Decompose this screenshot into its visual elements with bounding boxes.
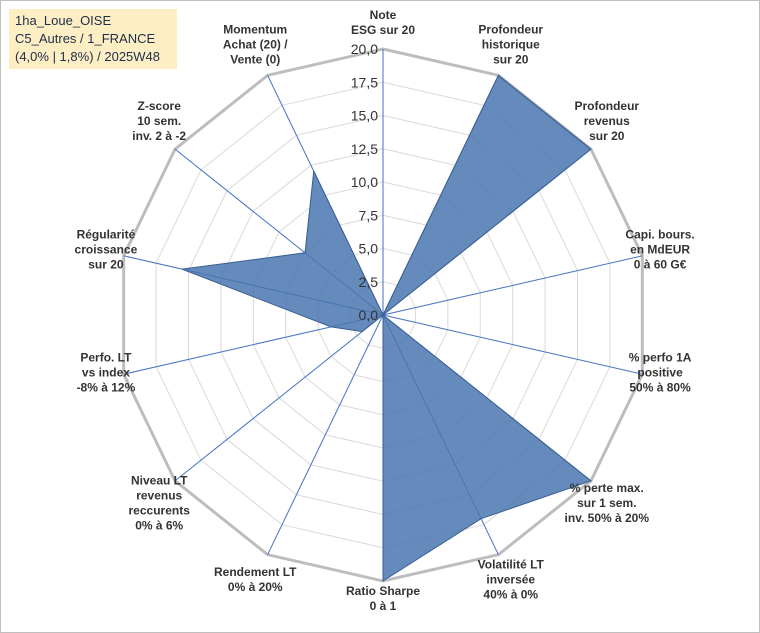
- axis-label: Capi. bours. en MdEUR 0 à 60 G€: [625, 228, 694, 272]
- axis-label-line: Note: [370, 8, 397, 22]
- axis-label-line: Niveau LT: [131, 474, 188, 488]
- series-area: [181, 74, 592, 582]
- axis-label-line: Profondeur: [574, 99, 639, 113]
- axis-label-line: % perfo 1A: [629, 350, 692, 364]
- axis-label-line: Rendement LT: [214, 565, 297, 579]
- axis-label-line: Volatilité LT: [478, 558, 545, 572]
- axis-label-line: 0% à 20%: [228, 580, 283, 594]
- axis-label: Profondeur revenus sur 20: [574, 99, 639, 143]
- title-line-3: (4,0% | 1,8%) / 2025W48: [15, 49, 161, 64]
- axis-label-line: Régularité: [77, 228, 136, 242]
- axis-label: Z-score 10 sem. inv. 2 à -2: [132, 99, 186, 143]
- axis-label-line: 0 à 1: [370, 599, 397, 613]
- axis-label-line: 0 à 60 G€: [634, 258, 687, 272]
- axis-label-line: 40% à 0%: [483, 588, 538, 602]
- tick-label: 17,5: [351, 74, 378, 90]
- axis-label: % perfo 1A positive 50% à 80%: [629, 350, 692, 394]
- axis-label-line: sur 20: [88, 258, 124, 272]
- axis-label-line: sur 20: [589, 129, 625, 143]
- tick-label: 5,0: [359, 241, 379, 257]
- tick-label: 2,5: [359, 274, 379, 290]
- axis-label: Régularité croissance sur 20: [75, 228, 138, 272]
- axis-label-line: 10 sem.: [137, 114, 181, 128]
- tick-label: 7,5: [359, 207, 379, 223]
- axis-label-line: en MdEUR: [630, 243, 690, 257]
- axis-spoke: [382, 255, 643, 316]
- axis-label: Momentum Achat (20) / Vente (0): [223, 22, 288, 66]
- axis-label: Volatilité LT inversée 40% à 0%: [478, 558, 545, 602]
- axis-label-line: Momentum: [223, 22, 287, 36]
- axis-label-line: Z-score: [138, 99, 182, 113]
- title-line-1: 1ha_Loue_OISE: [15, 13, 112, 28]
- tick-label: 10,0: [351, 174, 378, 190]
- axis-label-line: Capi. bours.: [625, 228, 694, 242]
- title-line-2: C5_Autres / 1_FRANCE: [15, 31, 156, 46]
- tick-label: 15,0: [351, 108, 378, 124]
- axis-label-line: -8% à 12%: [77, 380, 136, 394]
- axis-label: Niveau LT revenus reccurents 0% à 6%: [129, 474, 191, 533]
- axis-spoke: [267, 314, 384, 555]
- axis-label-line: sur 1 sem.: [577, 496, 636, 510]
- axis-label: % perte max. sur 1 sem. inv. 50% à 20%: [565, 481, 650, 525]
- axis-spoke: [174, 314, 384, 482]
- axis-label-line: Achat (20) /: [223, 37, 288, 51]
- tick-label: 0,0: [359, 307, 379, 323]
- axis-label-line: 0% à 6%: [135, 519, 183, 533]
- tick-label: 20,0: [351, 41, 378, 57]
- axis-label-line: sur 20: [493, 52, 529, 66]
- axis-label-line: Profondeur: [478, 22, 543, 36]
- axis-label-line: inversée: [486, 573, 535, 587]
- chart-title-box: 1ha_Loue_OISE C5_Autres / 1_FRANCE (4,0%…: [9, 9, 177, 69]
- tick-label: 12,5: [351, 141, 378, 157]
- axis-label-line: revenus: [584, 114, 630, 128]
- axis-label-line: vs index: [82, 365, 130, 379]
- axis-label-line: historique: [482, 37, 540, 51]
- axis-label-line: Vente (0): [230, 52, 280, 66]
- axis-label: Perfo. LT vs index -8% à 12%: [77, 350, 136, 394]
- axis-label-line: revenus: [136, 489, 182, 503]
- axis-label: Note ESG sur 20: [351, 8, 415, 37]
- axis-label-line: positive: [637, 365, 683, 379]
- axis-label: Profondeur historique sur 20: [478, 22, 543, 66]
- axis-label-line: inv. 50% à 20%: [565, 511, 650, 525]
- axis-label-line: reccurents: [129, 504, 191, 518]
- axis-label-line: % perte max.: [570, 481, 644, 495]
- axis-spoke: [382, 314, 643, 375]
- axis-label: Ratio Sharpe 0 à 1: [346, 584, 420, 613]
- axis-label-line: inv. 2 à -2: [132, 129, 186, 143]
- axis-label-line: 50% à 80%: [629, 380, 691, 394]
- axis-label-line: ESG sur 20: [351, 23, 415, 37]
- axis-label-line: croissance: [75, 243, 138, 257]
- axis-label-line: Ratio Sharpe: [346, 584, 420, 598]
- axis-label: Rendement LT 0% à 20%: [214, 565, 297, 594]
- axis-label-line: Perfo. LT: [80, 350, 132, 364]
